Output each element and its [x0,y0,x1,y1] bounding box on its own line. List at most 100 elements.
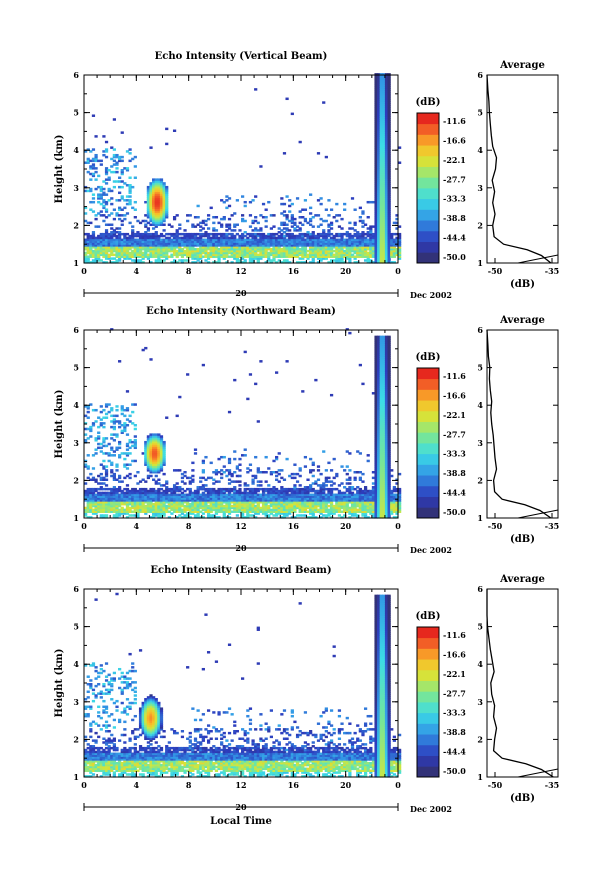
heatmap-cell [110,251,114,255]
heatmap-cell [154,471,158,474]
heatmap-cell [178,238,182,242]
heatmap-cell [238,499,242,502]
heatmap-cell [337,514,342,517]
heatmap-cell [264,514,268,517]
heatmap-cell [348,259,352,262]
heatmap-cell [220,499,224,502]
heatmap-cell [233,495,237,498]
heatmap-cell [220,469,224,472]
heatmap-cell [374,204,378,208]
heatmap-cell [188,480,192,483]
heatmap-cell [152,255,156,258]
heatmap-cell [384,122,389,125]
heatmap-cell [309,206,313,210]
heatmap-cell [335,242,339,245]
heatmap-cell [382,176,386,179]
heatmap-cell [298,493,302,497]
heatmap-cell [306,504,310,508]
heatmap-cell [146,232,151,236]
heatmap-cell [118,425,122,429]
heatmap-cell [220,455,224,459]
heatmap-cell [157,493,161,497]
heatmap-cell [285,502,289,506]
heatmap-cell [267,240,271,243]
heatmap-cell [154,182,158,185]
heatmap-cell [149,450,153,453]
heatmap-cell [366,242,370,245]
heatmap-cell [89,435,93,438]
heatmap-cell [112,420,116,423]
heatmap-cell [110,407,114,410]
heatmap-cell [288,497,292,500]
heatmap-cell [371,247,376,251]
heatmap-cell [340,234,344,238]
heatmap-cell [112,472,116,476]
heatmap-cell [269,244,273,247]
heatmap-cell [277,497,281,500]
heatmap-cell [120,155,124,159]
heatmap-cell [209,506,213,510]
heatmap-cell [206,217,211,221]
heatmap-cell [382,184,386,187]
heatmap-cell [107,403,111,406]
heatmap-cell [248,506,253,510]
heatmap-cell [301,223,305,226]
heatmap-cell [272,508,276,512]
heatmap-cell [267,514,271,517]
heatmap-cell [348,499,352,502]
heatmap-cell [183,499,187,502]
heatmap-cell [340,497,344,500]
heatmap-cell [154,178,158,181]
heatmap-cell [201,506,205,510]
heatmap-cell [387,122,391,125]
heatmap-cell [233,506,237,510]
heatmap-cell [209,251,213,255]
heatmap-cell [183,236,187,240]
heatmap-cell [222,506,226,510]
heatmap-cell [322,257,326,260]
heatmap-cell [112,487,116,491]
heatmap-cell [97,506,101,510]
heatmap-cell [267,484,271,487]
heatmap-cell [350,493,355,497]
heatmap-cell [152,199,156,202]
heatmap-cell [314,253,318,257]
heatmap-cell [309,247,313,251]
heatmap-cell [348,469,352,472]
heatmap-cell [146,459,151,463]
heatmap-cell [118,247,122,251]
heatmap-cell [144,450,148,453]
heatmap-cell [303,491,308,495]
heatmap-cell [167,249,171,253]
heatmap-cell [361,253,365,257]
heatmap-cell [254,238,258,242]
heatmap-cell [214,240,219,243]
heatmap-cell [298,234,302,238]
heatmap-cell [371,240,376,243]
heatmap-cell [104,169,109,172]
heatmap-cell [138,240,143,243]
heatmap-cell [387,167,391,170]
heatmap-cell [382,212,386,215]
heatmap-cell [157,489,161,493]
heatmap-cell [102,206,106,210]
chart-title: Echo Intensity (Northward Beam) [146,306,336,317]
heatmap-cell [227,510,232,513]
heatmap-cell [193,253,198,257]
heatmap-cell [377,206,381,210]
heatmap-cell [175,214,179,217]
heatmap-cell [384,101,389,104]
heatmap-cell [384,221,389,225]
heatmap-cell [387,259,391,262]
heatmap-cell [280,506,284,510]
heatmap-cell [159,232,164,236]
heatmap-cell [89,506,93,510]
heatmap-cell [99,497,103,500]
heatmap-cell [301,261,305,264]
heatmap-cell [123,510,127,513]
heatmap-cell [267,504,271,508]
heatmap-cell [99,422,103,425]
heatmap-cell [387,244,391,247]
heatmap-cell [392,255,396,258]
heatmap-cell [379,214,383,217]
